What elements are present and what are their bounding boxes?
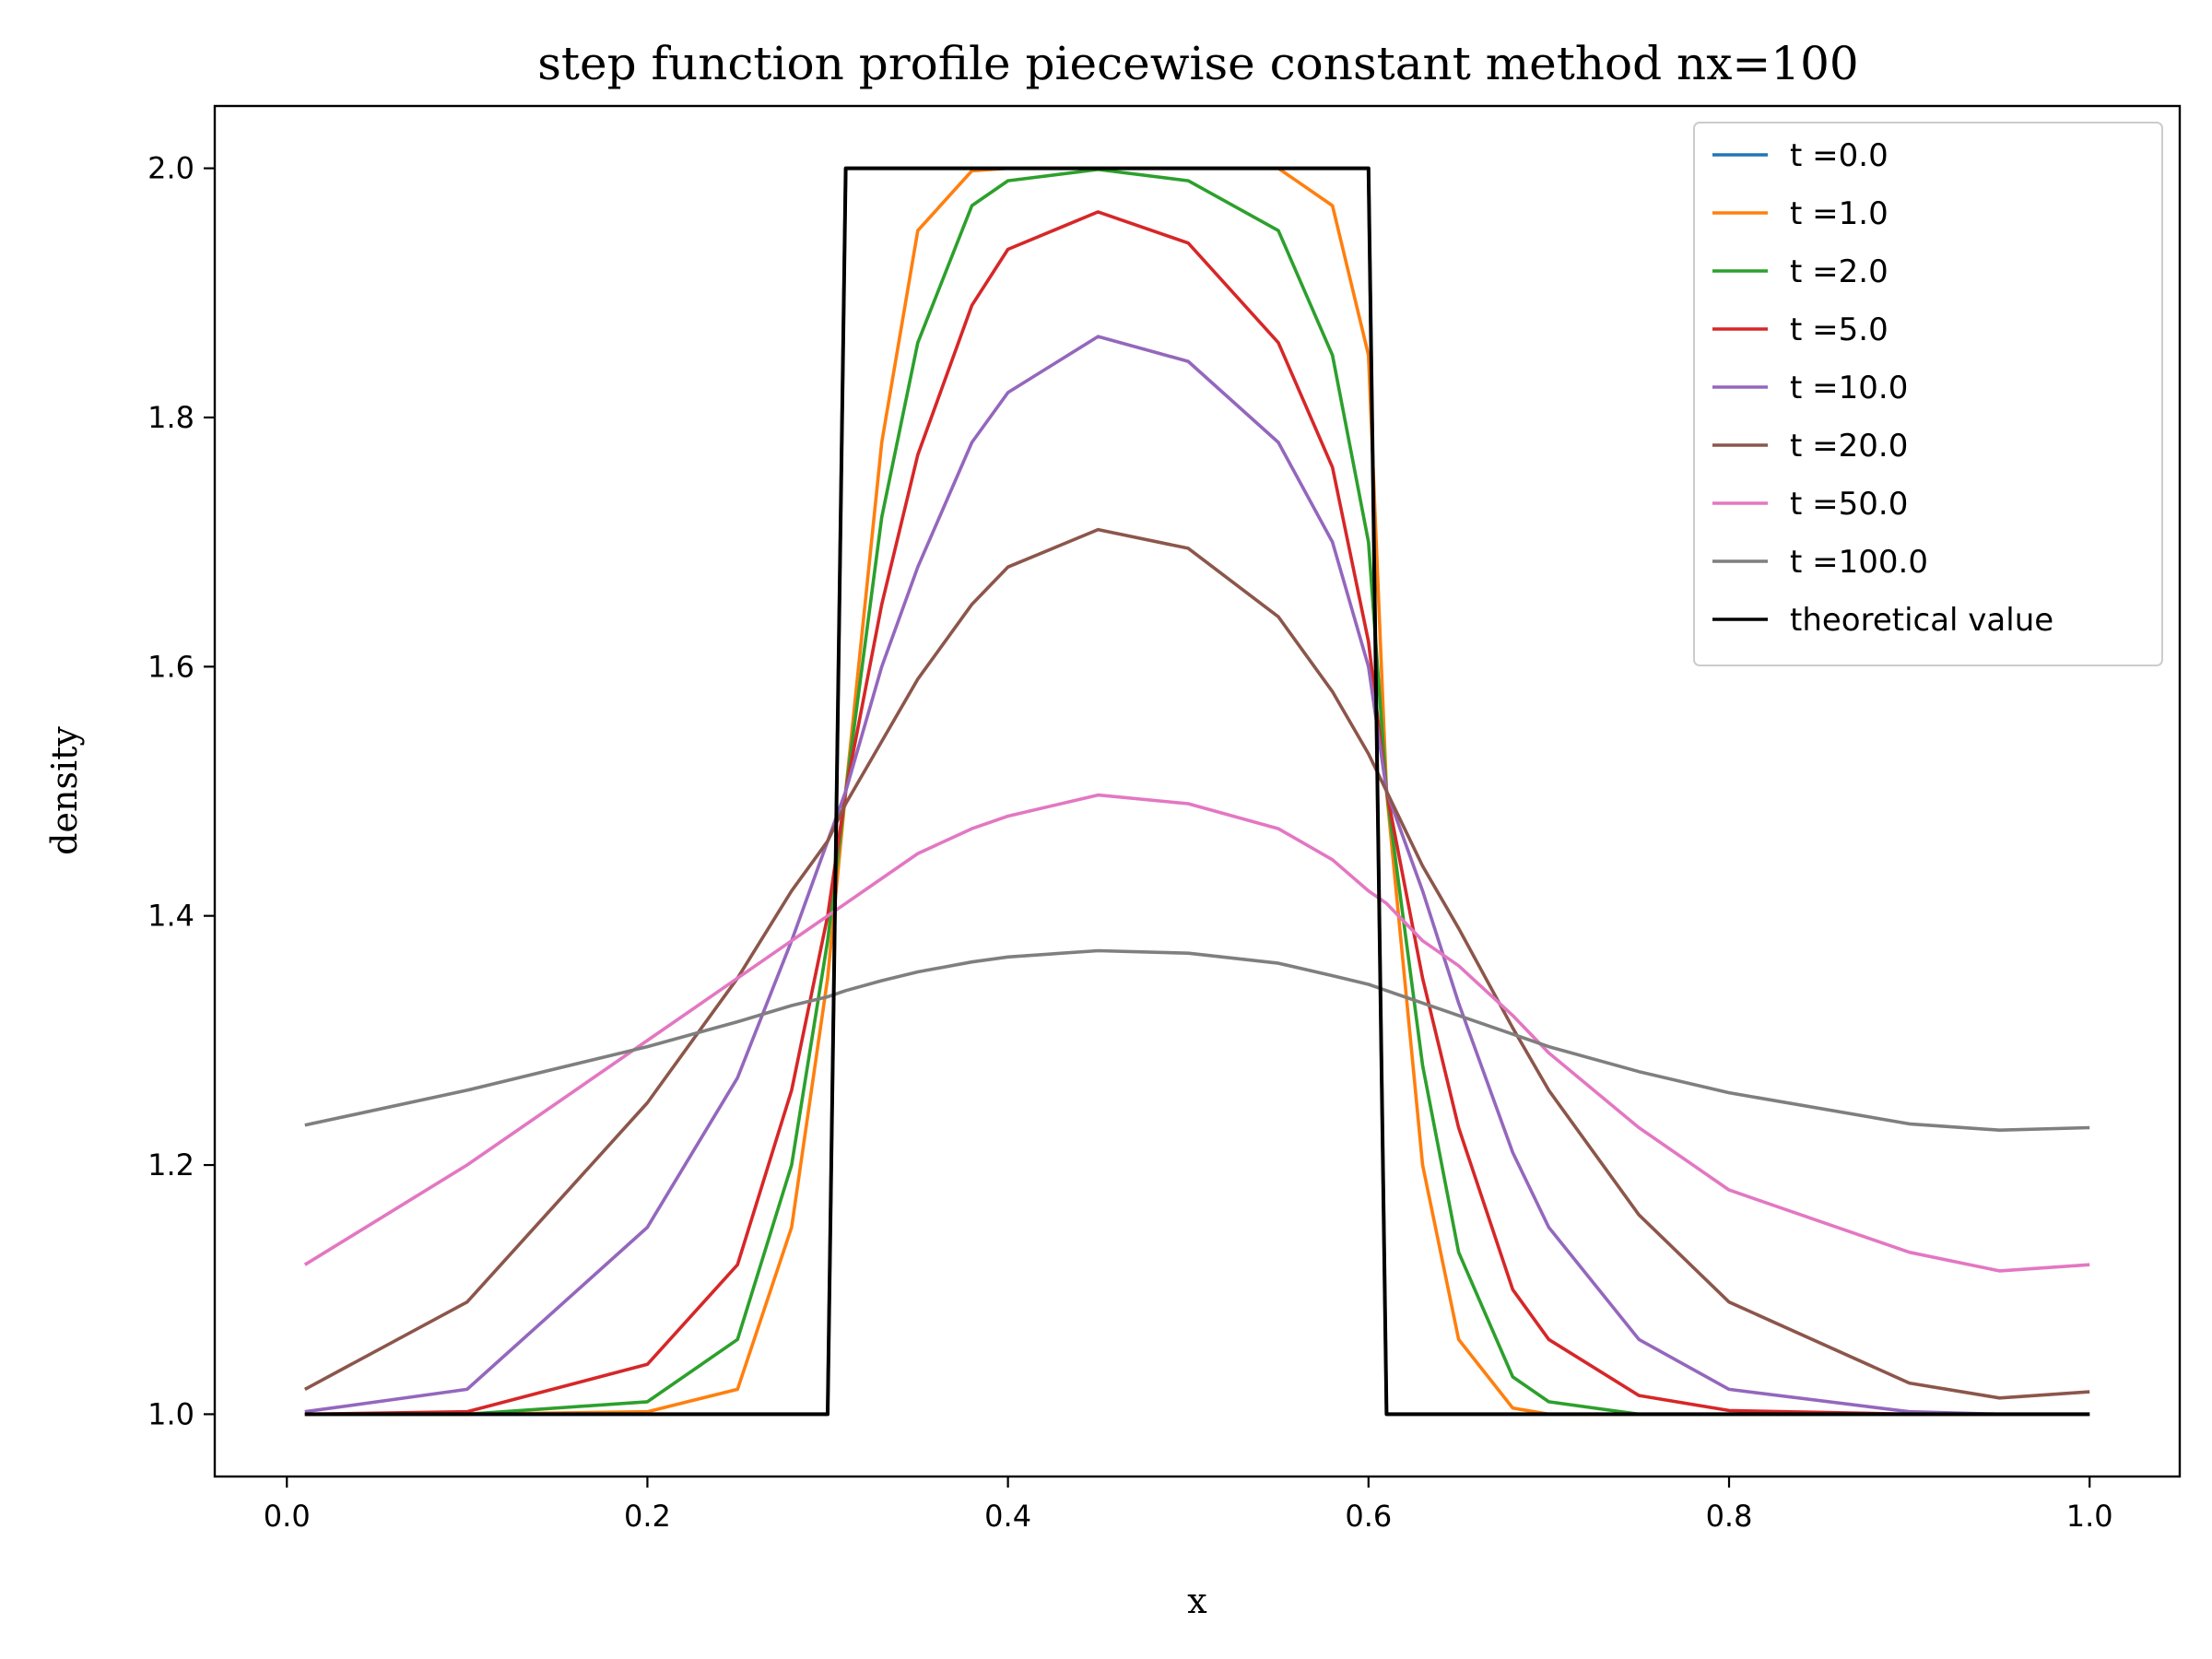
legend-entry-6: t =50.0 bbox=[1790, 486, 1908, 523]
legend-box bbox=[1693, 122, 2163, 666]
legend-entry-1: t =1.0 bbox=[1790, 195, 1888, 232]
y-tick-label: 1.2 bbox=[147, 1147, 194, 1182]
legend-entry-4: t =10.0 bbox=[1790, 370, 1908, 406]
x-tick-label: 0.0 bbox=[264, 1499, 311, 1534]
plot-frame bbox=[213, 104, 2182, 1478]
x-tick-label: 0.2 bbox=[624, 1499, 671, 1534]
legend-entry-0: t =0.0 bbox=[1790, 137, 1888, 174]
series-line-8 bbox=[304, 166, 2090, 1417]
chart-title: step function profile piecewise constant… bbox=[537, 37, 1858, 90]
x-tick-label: 0.8 bbox=[1706, 1499, 1753, 1534]
series-line-6 bbox=[303, 793, 2090, 1273]
y-tick-label: 1.0 bbox=[147, 1396, 194, 1431]
legend-entry-3: t =5.0 bbox=[1790, 312, 1888, 348]
legend-entry-2: t =2.0 bbox=[1790, 253, 1888, 290]
series-line-3 bbox=[304, 210, 2090, 1417]
legend-entry-8: theoretical value bbox=[1790, 602, 2053, 639]
plot-lines bbox=[303, 166, 2090, 1417]
series-line-2 bbox=[304, 168, 2090, 1417]
x-tick-label: 0.6 bbox=[1345, 1499, 1392, 1534]
series-line-7 bbox=[304, 948, 2090, 1132]
y-tick-label: 1.8 bbox=[147, 400, 194, 435]
y-tick-label: 2.0 bbox=[147, 151, 194, 186]
y-tick-label: 1.4 bbox=[147, 899, 194, 934]
y-axis-label: density bbox=[44, 726, 85, 855]
x-tick-label: 0.4 bbox=[984, 1499, 1031, 1534]
x-axis-ticks: 0.0 0.2 0.4 0.6 0.8 1.0 bbox=[264, 1477, 2113, 1534]
legend-entry-7: t =100.0 bbox=[1790, 544, 1928, 581]
series-line-5 bbox=[303, 527, 2090, 1400]
x-axis-label: x bbox=[1187, 1581, 1206, 1621]
y-tick-label: 1.6 bbox=[147, 649, 194, 684]
x-tick-label: 1.0 bbox=[2066, 1499, 2113, 1534]
series-line-4 bbox=[304, 335, 2090, 1417]
y-axis-ticks: 1.0 1.2 1.4 1.6 1.8 2.0 bbox=[147, 151, 215, 1431]
legend-entry-5: t =20.0 bbox=[1790, 428, 1908, 465]
legend: t =0.0 t =1.0 t =2.0 t =5.0 t =10.0 t =20.0 t … bbox=[1693, 122, 2163, 666]
